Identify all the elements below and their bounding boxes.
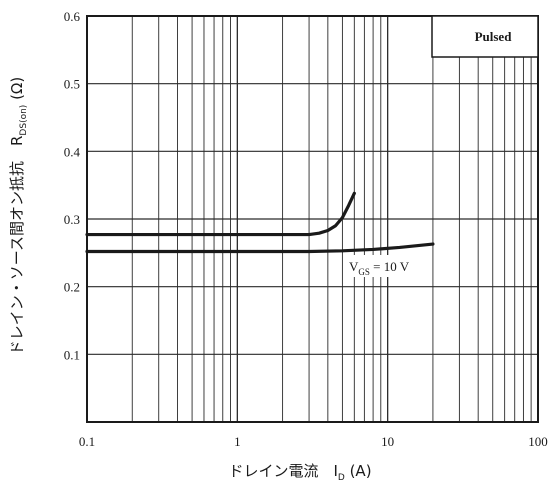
y-tick-label: 0.1: [64, 347, 80, 362]
x-axis-title-unit: (A): [345, 462, 372, 480]
grid: [87, 16, 538, 422]
y-axis-title-sub: DS(on): [19, 105, 29, 136]
legend: Pulsed: [431, 15, 539, 58]
x-tick-label: 100: [528, 434, 548, 449]
ticks: 0.1 1 10 100 0.1 0.2 0.3 0.4 0.5 0.6: [64, 9, 548, 449]
annotation-backdrop: [346, 255, 422, 277]
x-tick-label: 1: [234, 434, 241, 449]
annotation-rest: = 10 V: [370, 259, 410, 274]
y-tick-label: 0.5: [64, 77, 80, 92]
x-tick-label: 10: [381, 434, 394, 449]
series-layer: [85, 191, 435, 254]
y-axis-title-main: ドレイン・ソース間オン抵抗 R: [8, 136, 26, 356]
y-axis-title-unit: (Ω): [8, 77, 26, 105]
y-tick-label: 0.2: [64, 280, 80, 295]
plot-border: [86, 15, 539, 423]
x-axis-title: ドレイン電流 ID (A): [228, 462, 371, 483]
legend-box: [431, 15, 539, 58]
y-tick-label: 0.6: [64, 9, 81, 24]
x-axis-title-sub: D: [338, 473, 345, 483]
y-axis-title: ドレイン・ソース間オン抵抗 RDS(on) (Ω): [8, 77, 29, 356]
y-tick-label: 0.4: [64, 144, 81, 159]
x-tick-label: 0.1: [79, 434, 95, 449]
annotation-main: V: [349, 259, 359, 274]
y-tick-label: 0.3: [64, 212, 80, 227]
series-line-2: [85, 242, 435, 254]
legend-label: Pulsed: [475, 29, 513, 44]
annotation-sub: GS: [358, 267, 370, 277]
vgs-annotation: VGS = 10 V: [346, 255, 422, 277]
annotation-text: VGS = 10 V: [349, 259, 410, 277]
x-axis-title-main: ドレイン電流 I: [228, 462, 337, 480]
series-line-1: [85, 191, 356, 237]
plot-frame: [86, 15, 539, 423]
